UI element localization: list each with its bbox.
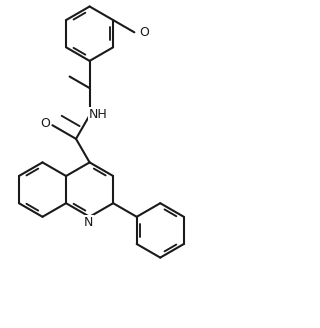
- Text: N: N: [83, 216, 93, 229]
- Text: O: O: [140, 26, 149, 39]
- Text: O: O: [40, 117, 50, 130]
- Text: NH: NH: [89, 108, 107, 121]
